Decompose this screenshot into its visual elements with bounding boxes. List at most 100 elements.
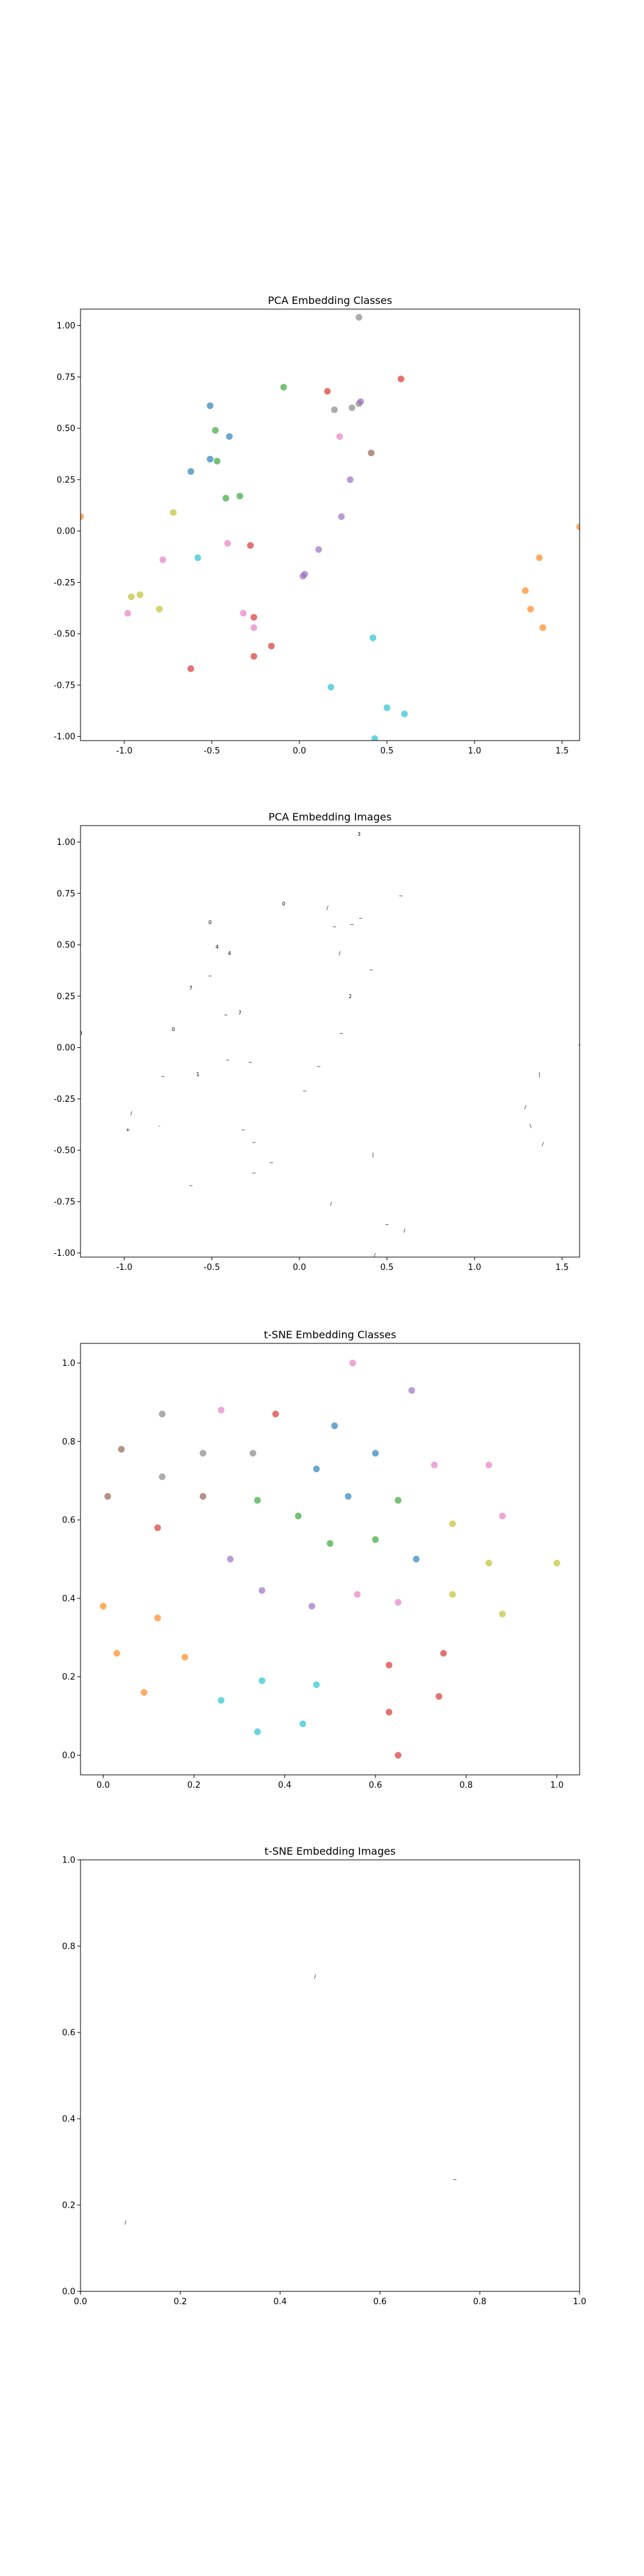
data-point	[331, 1422, 338, 1430]
y-tick-label: 0.0	[62, 2287, 75, 2297]
axes-frame	[80, 1343, 580, 1776]
image-thumbnail: /	[314, 1974, 316, 1980]
data-point	[249, 1450, 256, 1457]
data-point	[324, 388, 331, 395]
data-point	[118, 1446, 125, 1453]
data-point	[187, 665, 194, 672]
image-thumbnail: 4	[228, 951, 231, 956]
data-point	[357, 398, 365, 405]
data-point	[536, 554, 543, 562]
image-thumbnail: ~	[385, 1222, 390, 1227]
chart-1: PCA Embedding Classes -1.0 -0.5 0.0 0.5 1.0 1.…	[53, 294, 580, 756]
y-tick-label: -0.50	[53, 1146, 75, 1156]
data-point	[331, 406, 338, 413]
y-tick-label: 0.2	[62, 1672, 75, 1682]
data-point	[368, 450, 375, 457]
y-tick-label: -0.75	[53, 681, 75, 690]
image-thumbnail: ~	[350, 922, 354, 927]
y-tick-label: 0.2	[62, 2201, 75, 2211]
image-thumbnail: |	[538, 1072, 540, 1077]
y-tick-label: 0.50	[57, 941, 75, 951]
image-thumbnail: |	[372, 1151, 374, 1157]
x-tick-label: 0.8	[473, 2297, 487, 2307]
x-tick-label: 0.8	[460, 1781, 473, 1790]
data-point	[394, 1497, 402, 1504]
x-tick-label: 0.6	[374, 2297, 387, 2307]
data-point	[371, 735, 379, 741]
x-tick-label: 0.2	[187, 1781, 201, 1790]
data-point	[258, 1677, 266, 1685]
y-tick-label: 1.00	[57, 321, 75, 331]
data-point	[251, 614, 258, 621]
y-tick-label: 1.0	[62, 1359, 75, 1368]
data-point	[308, 1602, 316, 1610]
image-thumbnail: ~	[248, 1059, 252, 1065]
y-tick-label: 0.4	[62, 2115, 75, 2125]
image-thumbnail: ~	[359, 916, 363, 922]
data-point	[258, 1587, 266, 1594]
data-point	[313, 1465, 320, 1473]
data-point	[218, 1697, 225, 1704]
image-thumbnail: 2	[348, 994, 352, 999]
data-point	[158, 1473, 166, 1481]
data-point	[181, 1654, 189, 1661]
x-tick-label: -1.0	[116, 1263, 132, 1273]
image-thumbnail: /	[404, 1228, 406, 1234]
image-thumbnail: ~	[399, 893, 403, 898]
data-point	[280, 384, 287, 391]
data-point	[254, 1728, 261, 1736]
image-thumbnail: ~	[269, 1160, 274, 1166]
data-point	[408, 1387, 415, 1394]
y-tick-label: 0.6	[62, 1516, 75, 1526]
image-thumbnail: /	[579, 1041, 581, 1046]
data-point	[345, 1493, 352, 1500]
image-thumbnail: 0	[79, 1030, 82, 1036]
data-point	[485, 1559, 493, 1567]
y-tick-label: 0.8	[62, 1942, 75, 1952]
x-tick-label: 1.5	[555, 746, 569, 756]
data-point	[413, 1555, 420, 1563]
data-point	[156, 605, 163, 613]
data-point	[431, 1461, 438, 1469]
image-thumbnail: ~	[252, 1139, 256, 1145]
image-thumbnail: ~	[223, 1012, 228, 1018]
y-tick-label: 0.25	[57, 992, 75, 1001]
chart-title: PCA Embedding Classes	[268, 294, 392, 307]
axes-frame	[80, 308, 580, 741]
y-tick-label: 0.6	[62, 2029, 75, 2038]
image-thumbnail: 0	[172, 1027, 175, 1032]
image-thumbnail: /	[339, 951, 341, 956]
chart-title: t-SNE Embedding Classes	[264, 1329, 396, 1341]
image-thumbnail: \	[530, 1123, 532, 1129]
image-thumbnail: ~	[208, 973, 213, 979]
data-point	[224, 540, 231, 547]
data-point	[449, 1591, 456, 1598]
x-tick-label: 0.5	[381, 746, 394, 756]
data-point	[383, 704, 391, 712]
y-tick-label: 0.75	[57, 889, 75, 899]
image-thumbnail: 0	[282, 901, 285, 907]
image-thumbnail: ~	[339, 1030, 344, 1036]
chart-title: t-SNE Embedding Images	[265, 1845, 396, 1857]
image-thumbnail: ~	[189, 1182, 193, 1188]
x-tick-label: 0.4	[278, 1781, 292, 1790]
image-thumbnail: /	[131, 1111, 133, 1117]
axes-frame	[80, 825, 580, 1258]
y-tick-label: 0.0	[62, 1751, 75, 1761]
image-thumbnail: ~	[453, 2177, 457, 2183]
image-thumbnail: ~	[332, 923, 337, 929]
data-point	[553, 1559, 560, 1567]
data-point	[207, 455, 214, 463]
data-point	[294, 1512, 302, 1520]
data-point	[397, 375, 404, 383]
data-points: 0 7 ~4 4 ~ 7 0 0 1 ~ ~ ~ / - + ~ ~ ~ ~ ~ ~ ~ / ~ / ~ ~ ~3 ~2 ~ | / ~ / / | /…	[79, 831, 581, 1257]
x-tick-label: 1.0	[550, 1781, 564, 1790]
x-tick-label: 0.2	[174, 2297, 187, 2307]
data-point	[440, 1649, 447, 1657]
data-point	[137, 591, 144, 598]
data-point	[227, 1555, 234, 1563]
image-thumbnail: ~	[242, 1127, 246, 1133]
data-point	[369, 634, 377, 641]
image-thumbnail: -	[158, 1123, 160, 1129]
